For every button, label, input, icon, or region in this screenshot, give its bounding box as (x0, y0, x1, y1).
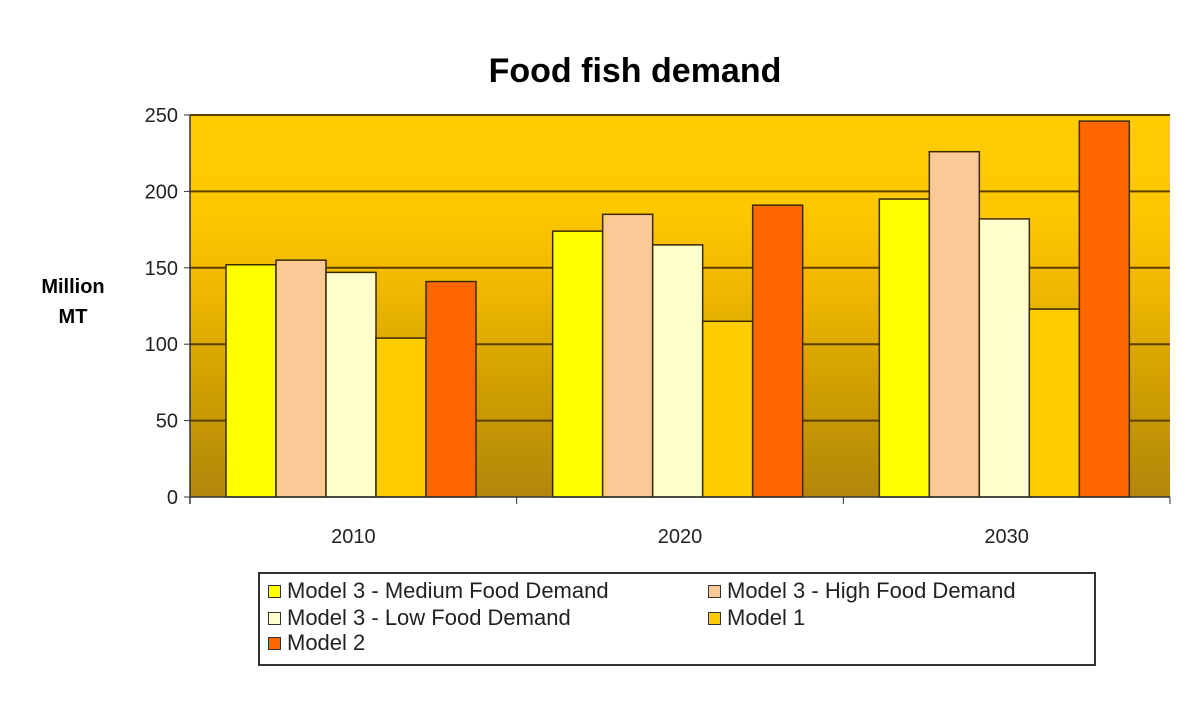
bar (701, 320, 754, 498)
y-axis-label-line-2: MT (58, 306, 88, 328)
y-tick-label: 50 (156, 411, 178, 433)
bar (275, 259, 327, 498)
legend-label: Model 3 - Medium Food Demand (287, 578, 609, 603)
legend-item-model-2: Model 2 (268, 630, 365, 656)
bar (425, 280, 477, 498)
bar (1028, 308, 1081, 498)
bar (601, 213, 654, 498)
chart-title: Food fish demand (488, 52, 782, 90)
legend-item-model-1: Model 1 (708, 605, 805, 631)
legend-swatch (708, 611, 721, 625)
legend-item-medium: Model 3 - Medium Food Demand (268, 578, 609, 604)
legend-swatch (708, 584, 721, 598)
bar (651, 244, 704, 498)
bar (551, 230, 604, 498)
x-tick-label: 2010 (331, 526, 376, 548)
x-tick-label: 2030 (984, 526, 1029, 548)
legend: Model 3 - Medium Food Demand Model 3 - H… (258, 572, 1096, 666)
bar (751, 204, 804, 498)
y-tick-label: 100 (145, 334, 178, 356)
legend-label: Model 1 (727, 605, 806, 630)
legend-swatch (268, 584, 281, 598)
legend-label: Model 3 - Low Food Demand (287, 605, 571, 630)
legend-item-high: Model 3 - High Food Demand (708, 578, 1016, 604)
bar (225, 263, 277, 498)
y-tick-label: 200 (145, 181, 178, 203)
y-tick-label: 150 (145, 258, 178, 280)
legend-label: Model 2 (287, 630, 366, 655)
bar (878, 198, 931, 498)
legend-swatch (268, 636, 281, 650)
y-axis-label-line-1: Million (41, 276, 105, 298)
bar (325, 271, 377, 498)
bar (978, 218, 1031, 498)
y-tick-label: 250 (145, 105, 178, 127)
bar (928, 150, 981, 498)
legend-label: Model 3 - High Food Demand (727, 578, 1016, 603)
legend-item-low: Model 3 - Low Food Demand (268, 605, 571, 631)
legend-swatch (268, 611, 281, 625)
x-tick-label: 2020 (658, 526, 703, 548)
y-tick-label: 0 (167, 487, 178, 509)
bar (1078, 120, 1131, 498)
y-axis-label: Million MT (18, 272, 128, 332)
bar (375, 337, 427, 498)
